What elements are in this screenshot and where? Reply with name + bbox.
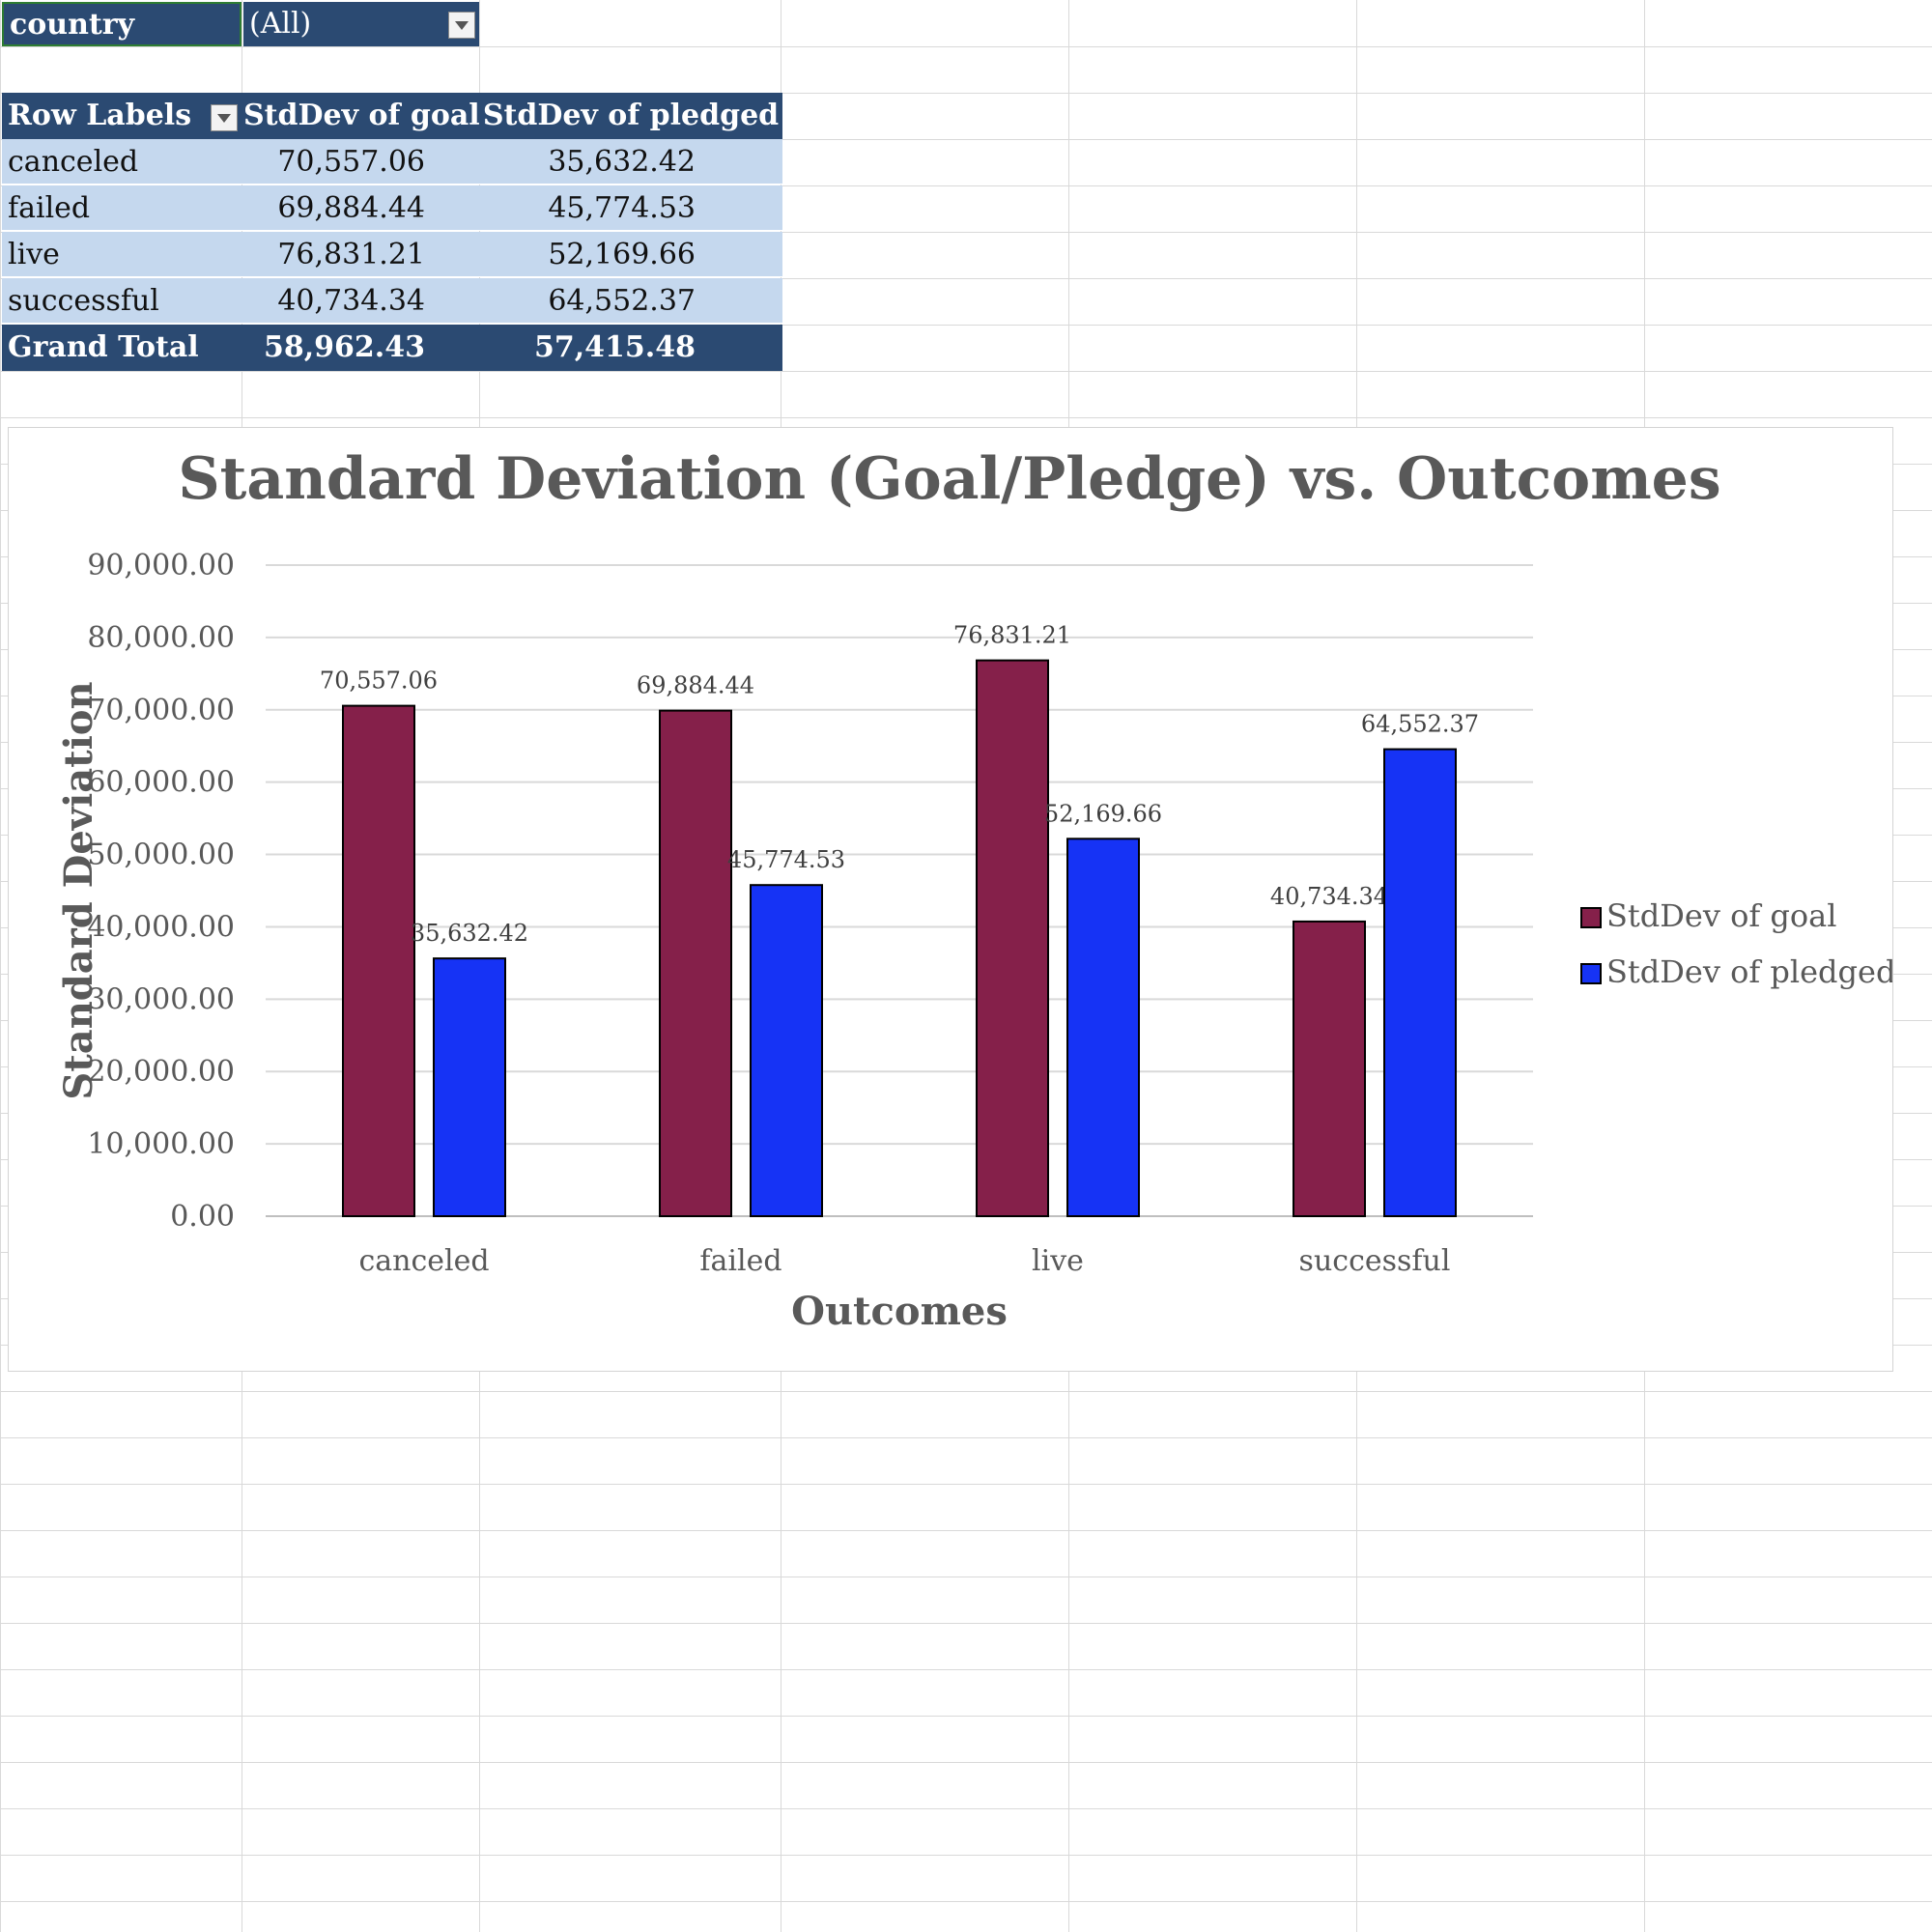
pivot-row-pledged[interactable]: 52,169.66 xyxy=(479,232,782,277)
filter-value[interactable]: (All) xyxy=(243,2,479,46)
y-axis-label: Standard Deviation xyxy=(56,681,101,1099)
bar-pledged[interactable] xyxy=(433,957,506,1217)
x-tick-label: canceled xyxy=(358,1244,489,1278)
bar-goal[interactable] xyxy=(659,709,732,1217)
y-tick-label: 0.00 xyxy=(170,1200,235,1234)
chart-title: Standard Deviation (Goal/Pledge) vs. Out… xyxy=(178,445,1720,513)
y-tick-label: 80,000.00 xyxy=(87,621,235,655)
data-label: 76,831.21 xyxy=(953,622,1071,649)
pivot-row-goal[interactable]: 40,734.34 xyxy=(243,278,479,324)
legend-swatch xyxy=(1580,907,1602,928)
pivot-row-label[interactable]: canceled xyxy=(2,139,243,185)
bar-pledged[interactable] xyxy=(1383,748,1457,1217)
pivot-row-goal[interactable]: 69,884.44 xyxy=(243,185,479,231)
bar-goal[interactable] xyxy=(1293,920,1366,1217)
grand-total-pledged[interactable]: 57,415.48 xyxy=(479,325,782,371)
chart-container[interactable]: Standard Deviation (Goal/Pledge) vs. Out… xyxy=(8,427,1895,1372)
legend-swatch xyxy=(1580,963,1602,984)
pivot-row-label[interactable]: live xyxy=(2,232,243,277)
grand-total-goal[interactable]: 58,962.43 xyxy=(243,325,479,371)
bar-pledged[interactable] xyxy=(750,884,823,1217)
data-label: 52,169.66 xyxy=(1044,800,1162,827)
y-tick-label: 60,000.00 xyxy=(87,766,235,800)
pivot-header-goal: StdDev of goal xyxy=(243,93,479,139)
bar-pledged[interactable] xyxy=(1066,838,1140,1217)
y-tick-label: 50,000.00 xyxy=(87,838,235,872)
pivot-row-pledged[interactable]: 45,774.53 xyxy=(479,185,782,231)
pivot-row-pledged[interactable]: 64,552.37 xyxy=(479,278,782,324)
data-label: 40,734.34 xyxy=(1270,883,1388,910)
y-tick-label: 90,000.00 xyxy=(87,549,235,582)
y-tick-label: 40,000.00 xyxy=(87,910,235,944)
filter-field-label[interactable]: country xyxy=(2,2,242,46)
x-tick-label: live xyxy=(1032,1244,1084,1278)
bar-chart: Standard Deviation (Goal/Pledge) vs. Out… xyxy=(56,445,1895,1334)
bar-goal[interactable] xyxy=(976,659,1049,1217)
y-tick-label: 30,000.00 xyxy=(87,982,235,1016)
x-tick-label: failed xyxy=(699,1244,781,1278)
pivot-row-goal[interactable]: 76,831.21 xyxy=(243,232,479,277)
pivot-header-pledged: StdDev of pledged xyxy=(479,93,782,139)
y-tick-label: 20,000.00 xyxy=(87,1055,235,1089)
pivot-row-label[interactable]: failed xyxy=(2,185,243,231)
x-tick-label: successful xyxy=(1299,1244,1451,1278)
pivot-row-label[interactable]: successful xyxy=(2,278,243,324)
row-labels-dropdown-icon[interactable] xyxy=(211,104,238,131)
data-label: 35,632.42 xyxy=(411,920,528,947)
data-label: 70,557.06 xyxy=(320,668,438,695)
y-tick-label: 10,000.00 xyxy=(87,1127,235,1161)
x-axis-label: Outcomes xyxy=(791,1289,1008,1334)
data-label: 45,774.53 xyxy=(727,846,845,873)
y-tick-label: 70,000.00 xyxy=(87,694,235,727)
pivot-row-goal[interactable]: 70,557.06 xyxy=(243,139,479,185)
bar-goal[interactable] xyxy=(342,704,415,1217)
filter-dropdown-icon[interactable] xyxy=(448,12,475,39)
data-label: 64,552.37 xyxy=(1361,711,1479,738)
grand-total-label[interactable]: Grand Total xyxy=(2,325,243,371)
data-label: 69,884.44 xyxy=(637,672,754,699)
pivot-header-row-labels: Row Labels xyxy=(2,93,243,139)
legend-label[interactable]: StdDev of pledged xyxy=(1606,953,1895,990)
pivot-row-pledged[interactable]: 35,632.42 xyxy=(479,139,782,185)
legend-label[interactable]: StdDev of goal xyxy=(1606,897,1836,934)
